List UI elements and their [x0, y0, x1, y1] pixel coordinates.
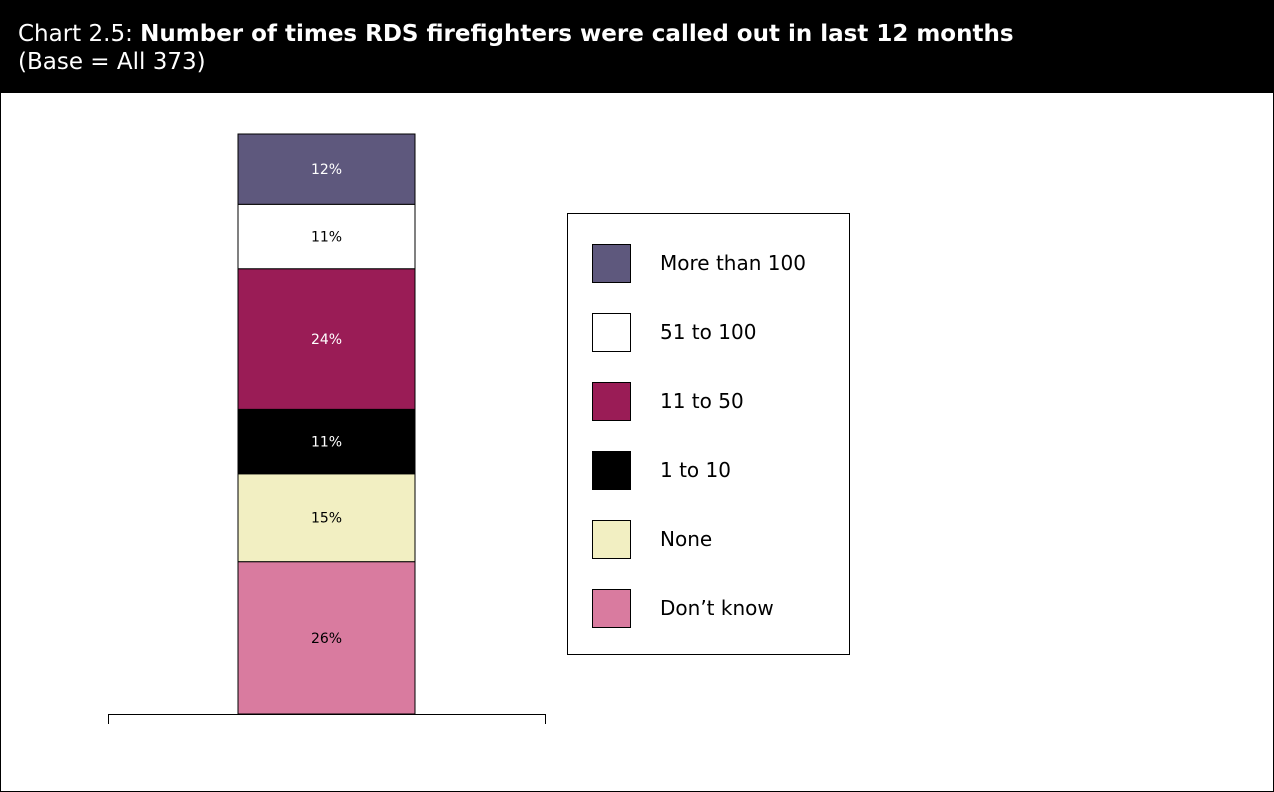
- legend-swatch-none: [592, 520, 631, 559]
- legend-swatch-11-to-50: [592, 382, 631, 421]
- bar-segment-51-to-100: [237, 203, 416, 270]
- bar-segment-1-to-10: [237, 408, 416, 475]
- data-label-none: 15%: [311, 511, 342, 527]
- data-label-51-to-100: 11%: [311, 230, 342, 246]
- chart-title-text: Number of times RDS firefighters were ca…: [140, 21, 1014, 47]
- chart-header: Chart 2.5: Number of times RDS firefight…: [0, 0, 1274, 93]
- data-label-1-to-10: 11%: [311, 435, 342, 451]
- legend-box: [567, 213, 850, 655]
- legend-label-1-to-10: 1 to 10: [660, 458, 731, 482]
- bar-segment-11-to-50: [237, 268, 416, 410]
- legend-label-11-to-50: 11 to 50: [660, 389, 744, 413]
- legend-swatch-more-than-100: [592, 244, 631, 283]
- bar-segment-none: [237, 473, 416, 563]
- legend-swatch-1-to-10: [592, 451, 631, 490]
- legend-label-more-than-100: More than 100: [660, 251, 806, 275]
- x-axis: [108, 714, 546, 724]
- bar-stack: 26% 15% 11% 24% 11% 12%: [237, 133, 416, 715]
- legend-swatch-51-to-100: [592, 313, 631, 352]
- bar-segment-more-than-100: [237, 133, 416, 205]
- data-label-don-t-know: 26%: [311, 631, 342, 647]
- data-label-11-to-50: 24%: [311, 332, 342, 348]
- legend-label-none: None: [660, 527, 712, 551]
- legend-swatch-don-t-know: [592, 589, 631, 628]
- data-label-more-than-100: 12%: [311, 162, 342, 178]
- legend: More than 100 51 to 100 11 to 50 1 to 10 Non…: [567, 213, 850, 655]
- chart-number: Chart 2.5:: [18, 21, 133, 47]
- chart-base: (Base = All 373): [18, 49, 206, 75]
- legend-label-don-t-know: Don’t know: [660, 596, 774, 620]
- chart-title: Chart 2.5: Number of times RDS firefight…: [18, 20, 1014, 48]
- legend-label-51-to-100: 51 to 100: [660, 320, 756, 344]
